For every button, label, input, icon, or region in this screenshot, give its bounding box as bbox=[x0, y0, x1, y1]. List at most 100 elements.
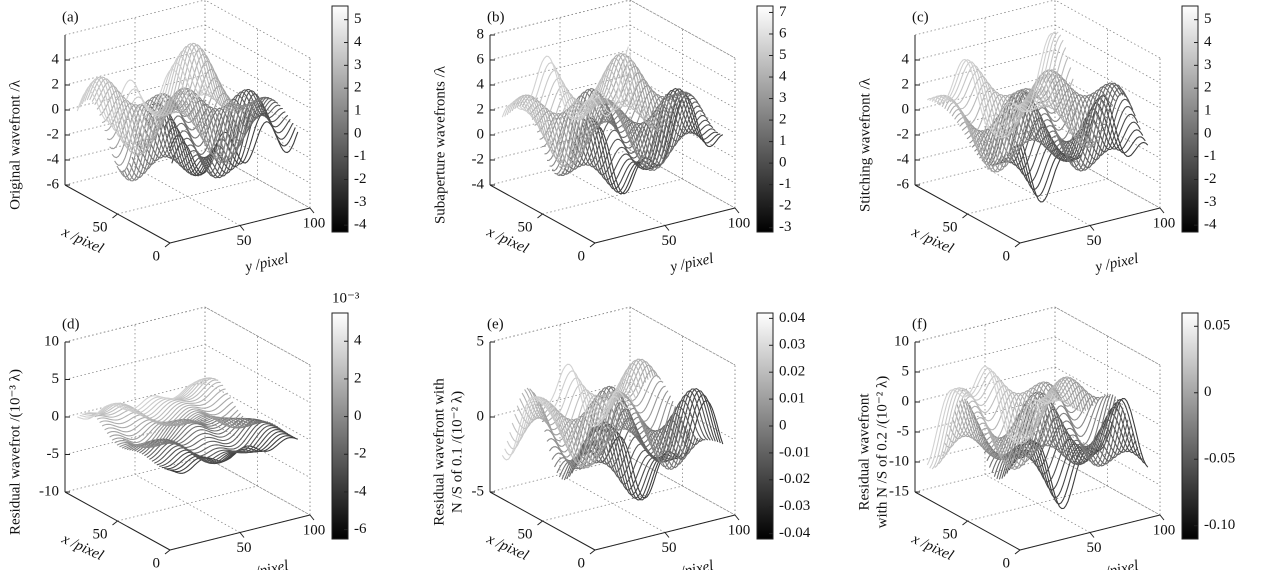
colorbar-tick-label: -1 bbox=[1204, 148, 1217, 164]
z-axis-label: Subaperture wavefronts /λ bbox=[432, 65, 448, 224]
colorbar-tick-label: 5 bbox=[1204, 11, 1212, 27]
z-tick-label: -10 bbox=[39, 483, 59, 499]
x-tick bbox=[1014, 242, 1021, 248]
colorbar-tick-label: -1 bbox=[354, 148, 367, 164]
z-tick-label: 10 bbox=[44, 333, 59, 349]
x-tick-label: 0 bbox=[578, 555, 586, 570]
colorbar-tick-label: 2 bbox=[354, 80, 362, 96]
y-tick bbox=[239, 225, 245, 231]
surface-mesh bbox=[99, 388, 226, 425]
surface-mesh bbox=[529, 364, 657, 469]
surface-mesh bbox=[76, 68, 204, 122]
z-axis-label: Residual wavefront bbox=[856, 393, 872, 511]
colorbar-tick-label: -3 bbox=[354, 194, 367, 210]
y-tick bbox=[1089, 225, 1095, 231]
colorbar-tick-label: 0.05 bbox=[1204, 318, 1230, 334]
z-axis-label: N /S of 0.1 /(10⁻² λ) bbox=[449, 391, 465, 513]
surface-mesh bbox=[929, 31, 1056, 134]
z-tick-label: -15 bbox=[889, 483, 909, 499]
surface-mesh bbox=[929, 367, 1057, 469]
z-tick-label: -6 bbox=[47, 176, 60, 192]
z-tick-label: 4 bbox=[52, 51, 60, 67]
x-tick bbox=[112, 213, 118, 219]
x-tick bbox=[164, 242, 171, 248]
colorbar-tick-label: -2 bbox=[354, 171, 367, 187]
z-tick-label: -2 bbox=[47, 126, 60, 142]
y-tick bbox=[1159, 514, 1165, 521]
x-tick-label: 50 bbox=[93, 219, 108, 235]
surface-mesh bbox=[531, 369, 659, 467]
y-tick-label: 100 bbox=[303, 215, 326, 231]
surface-mesh bbox=[594, 90, 721, 195]
surface-mesh bbox=[931, 371, 1059, 470]
x-tick bbox=[962, 520, 968, 526]
box-edge bbox=[914, 0, 1056, 36]
surface-mesh bbox=[159, 427, 286, 467]
grid-line bbox=[967, 485, 1108, 522]
box-edge bbox=[204, 0, 311, 59]
y-tick-label: 50 bbox=[662, 233, 677, 249]
surface-mesh bbox=[149, 94, 276, 174]
box-edge bbox=[64, 0, 206, 36]
colorbar-tick-label: -3 bbox=[1204, 194, 1217, 210]
colorbar-tick-label: -4 bbox=[354, 483, 367, 499]
surface-mesh bbox=[82, 378, 209, 416]
colorbar-tick-label: 0 bbox=[354, 408, 362, 424]
x-tick bbox=[1014, 549, 1021, 555]
surface-mesh bbox=[524, 358, 652, 468]
y-tick-label: 50 bbox=[1087, 540, 1102, 556]
z-tick-label: 4 bbox=[902, 51, 910, 67]
box-edge bbox=[489, 306, 631, 343]
surface-mesh bbox=[944, 383, 1072, 449]
surface-mesh bbox=[526, 53, 654, 167]
y-tick-label: 100 bbox=[1153, 215, 1176, 231]
surface-mesh bbox=[519, 57, 647, 152]
colorbar bbox=[331, 5, 349, 233]
surface-mesh bbox=[511, 372, 639, 436]
colorbar bbox=[1181, 312, 1199, 540]
surface-mesh bbox=[161, 93, 289, 176]
surface-mesh bbox=[516, 362, 644, 451]
z-tick-label: 2 bbox=[902, 76, 910, 92]
y-tick-label: 100 bbox=[303, 522, 326, 538]
surface-mesh bbox=[504, 370, 632, 456]
y-tick-label: 100 bbox=[728, 522, 751, 538]
surface-mesh bbox=[161, 429, 289, 469]
x-tick-label: 50 bbox=[943, 526, 958, 542]
colorbar-tick-label: 0 bbox=[1204, 384, 1212, 400]
surface-mesh bbox=[151, 421, 279, 462]
grid-line bbox=[1054, 306, 1161, 366]
y-tick bbox=[734, 207, 740, 214]
surface-mesh bbox=[89, 377, 216, 419]
x-tick-label: 50 bbox=[93, 526, 108, 542]
colorbar-tick-label: 2 bbox=[354, 370, 362, 386]
colorbar-tick-label: 2 bbox=[1204, 80, 1212, 96]
colorbar-tick-label: -2 bbox=[354, 446, 367, 462]
x-tick bbox=[537, 213, 543, 219]
surface-mesh bbox=[934, 34, 1062, 139]
colorbar-tick-label: -4 bbox=[1204, 217, 1217, 233]
colorbar-exponent: 10⁻³ bbox=[332, 290, 360, 306]
surface-mesh bbox=[1003, 92, 1131, 164]
surface-mesh bbox=[1006, 98, 1134, 166]
box-edge bbox=[489, 0, 631, 36]
colorbar-tick-label: -0.03 bbox=[779, 498, 810, 514]
surface-mesh bbox=[501, 363, 629, 461]
surface-mesh bbox=[504, 53, 632, 121]
z-axis-label: Residual wavefront with bbox=[431, 378, 447, 526]
z-tick-label: 2 bbox=[52, 76, 60, 92]
surface-mesh bbox=[926, 365, 1054, 466]
surface-mesh bbox=[164, 431, 291, 470]
surface-mesh bbox=[946, 380, 1074, 444]
z-tick-label: 5 bbox=[52, 371, 60, 387]
surface-mesh bbox=[156, 424, 284, 466]
x-tick bbox=[589, 549, 596, 555]
colorbar-tick-label: 1 bbox=[354, 102, 362, 118]
z-tick-label: 0 bbox=[902, 393, 910, 409]
y-tick-label: 50 bbox=[1087, 233, 1102, 249]
surface-mesh bbox=[92, 379, 219, 421]
